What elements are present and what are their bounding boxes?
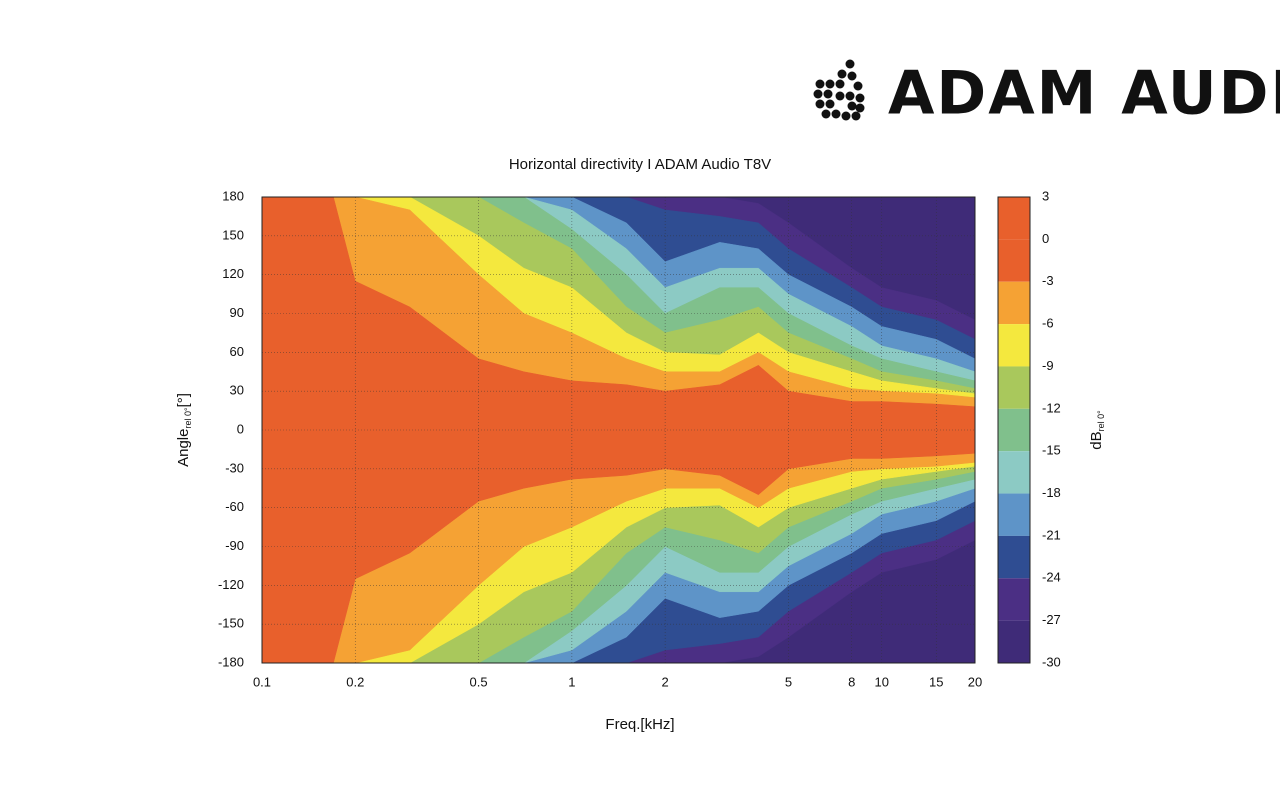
y-tick-label: -120 — [218, 577, 244, 592]
colorbar-band — [998, 451, 1030, 494]
logo-text: ADAM AUDIO — [888, 59, 1280, 129]
x-tick-label: 0.1 — [253, 674, 271, 689]
colorbar-band — [998, 620, 1030, 663]
colorbar-band — [998, 493, 1030, 536]
colorbar-tick-label: -27 — [1042, 612, 1061, 627]
colorbar-frame — [997, 196, 1031, 664]
colorbar-band — [998, 578, 1030, 621]
colorbar-tick-label: 0 — [1042, 231, 1049, 246]
colorbar-band — [998, 408, 1030, 452]
x-tick-label: 0.2 — [346, 674, 364, 689]
y-label-sub: rel 0° — [183, 407, 193, 429]
y-tick-label: 150 — [222, 227, 244, 242]
y-label-suffix: [°] — [175, 393, 192, 407]
colorbar-tick-label: -18 — [1042, 485, 1061, 500]
colorbar-label-sub: rel 0° — [1096, 410, 1106, 432]
y-tick-label: -30 — [225, 460, 244, 475]
colorbar-band — [998, 197, 1030, 240]
colorbar-band — [998, 324, 1030, 367]
colorbar-band — [998, 239, 1030, 282]
chart-title: Horizontal directivity I ADAM Audio T8V — [509, 156, 771, 173]
colorbar-tick-label: -30 — [1042, 654, 1061, 669]
y-tick-label: 30 — [230, 383, 244, 398]
y-tick-label: 90 — [230, 305, 244, 320]
colorbar-tick-label: -24 — [1042, 570, 1061, 585]
colorbar-band — [998, 281, 1030, 325]
y-tick-label: -60 — [225, 499, 244, 514]
colorbar-tick-label: 3 — [1042, 188, 1049, 203]
logo-icon — [813, 59, 865, 121]
colorbar-tick-label: -9 — [1042, 358, 1054, 373]
y-label-text: Angle — [175, 429, 192, 467]
colorbar-tick-label: -15 — [1042, 443, 1061, 458]
plot-frame — [261, 196, 976, 664]
y-tick-label: 0 — [237, 421, 244, 436]
colorbar-label-text: dB — [1088, 431, 1105, 449]
x-axis-label: Freq.[kHz] — [605, 716, 674, 733]
x-tick-label: 15 — [929, 674, 943, 689]
y-tick-label: -90 — [225, 538, 244, 553]
x-tick-label: 20 — [968, 674, 982, 689]
x-tick-label: 5 — [785, 674, 792, 689]
y-tick-label: -180 — [218, 654, 244, 669]
x-tick-label: 2 — [662, 674, 669, 689]
x-tick-label: 8 — [848, 674, 855, 689]
colorbar-tick-label: -12 — [1042, 400, 1061, 415]
colorbar-label: dBrel 0° — [1088, 410, 1106, 450]
colorbar-tick-label: -21 — [1042, 527, 1061, 542]
colorbar-band — [998, 535, 1030, 579]
x-tick-label: 0.5 — [470, 674, 488, 689]
colorbar-tick-label: -3 — [1042, 273, 1054, 288]
y-tick-label: 60 — [230, 344, 244, 359]
x-tick-label: 10 — [874, 674, 888, 689]
colorbar-tick-label: -6 — [1042, 316, 1054, 331]
y-tick-label: -150 — [218, 616, 244, 631]
y-axis-label: Anglerel 0°[°] — [175, 393, 193, 467]
x-tick-label: 1 — [568, 674, 575, 689]
y-tick-label: 180 — [222, 188, 244, 203]
y-tick-label: 120 — [222, 266, 244, 281]
colorbar-band — [998, 366, 1030, 409]
